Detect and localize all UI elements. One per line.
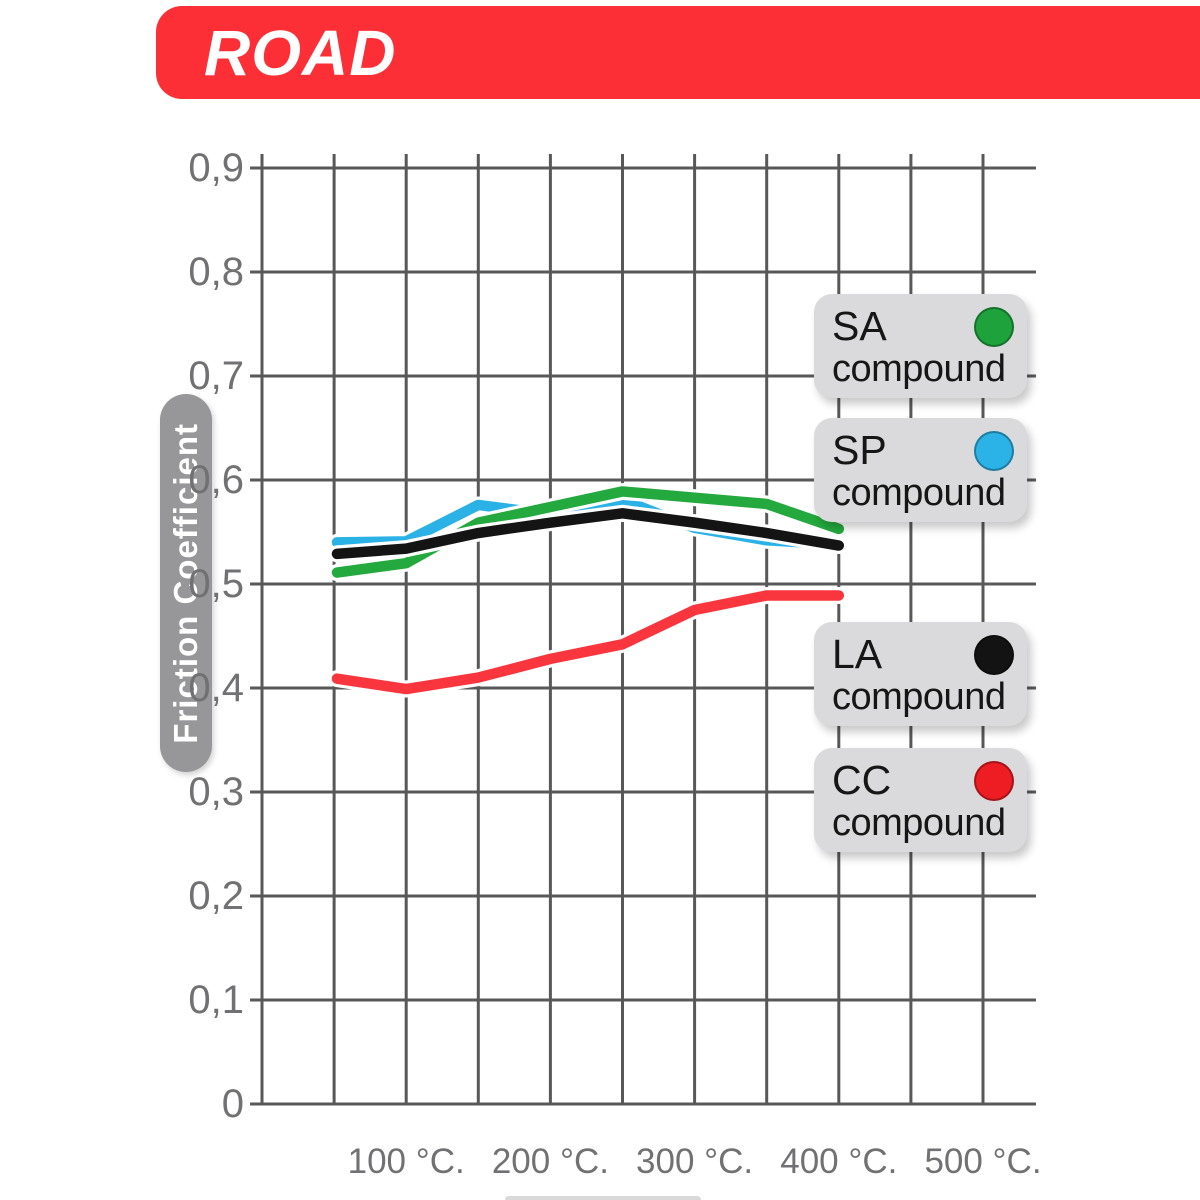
x-tick-label: 300 °C. <box>636 1142 754 1181</box>
y-axis-label-pill: Friction Coefficient <box>160 394 212 772</box>
legend-label-sp: compound <box>832 472 1006 514</box>
y-tick-label: 0,9 <box>188 146 244 190</box>
series-la-line <box>328 504 848 563</box>
x-tick-label: 200 °C. <box>491 1142 609 1181</box>
y-tick-label: 0,2 <box>188 874 244 918</box>
legend-dot-sa <box>974 307 1014 347</box>
legend-label-la: compound <box>832 676 1006 718</box>
series-sa-line <box>328 482 848 582</box>
y-tick-label: 0,4 <box>188 666 244 710</box>
y-tick-label: 0,8 <box>188 250 244 294</box>
page-title: ROAD <box>204 16 397 89</box>
legend-code-sp: SP <box>832 427 887 473</box>
legend-label-sa: compound <box>832 348 1006 390</box>
cropped-element-sliver <box>505 1196 701 1200</box>
legend-code-la: LA <box>832 631 883 677</box>
legend-item-sp: SP compound <box>814 418 1027 522</box>
road-banner: ROAD <box>156 6 1200 99</box>
legend-dot-sp <box>974 431 1014 471</box>
series-cc-line <box>328 586 848 698</box>
y-tick-label: 0,1 <box>188 978 244 1022</box>
x-tick-label: 100 °C. <box>347 1142 465 1181</box>
legend-code-sa: SA <box>832 303 887 349</box>
y-tick-label: 0 <box>221 1082 244 1126</box>
x-tick-label: 400 °C. <box>780 1142 898 1181</box>
legend-item-la: LA compound <box>814 622 1027 726</box>
y-tick-label: 0,5 <box>188 562 244 606</box>
legend-label-cc: compound <box>832 802 1006 844</box>
y-tick-label: 0,7 <box>188 354 244 398</box>
legend-dot-cc <box>974 761 1014 801</box>
x-tick-label: 500 °C. <box>924 1142 1042 1181</box>
legend-item-sa: SA compound <box>814 294 1027 398</box>
y-tick-label: 0,6 <box>188 458 244 502</box>
legend-dot-la <box>974 635 1014 675</box>
y-tick-label: 0,3 <box>188 770 244 814</box>
legend-item-cc: CC compound <box>814 748 1027 852</box>
legend-code-cc: CC <box>832 757 892 803</box>
